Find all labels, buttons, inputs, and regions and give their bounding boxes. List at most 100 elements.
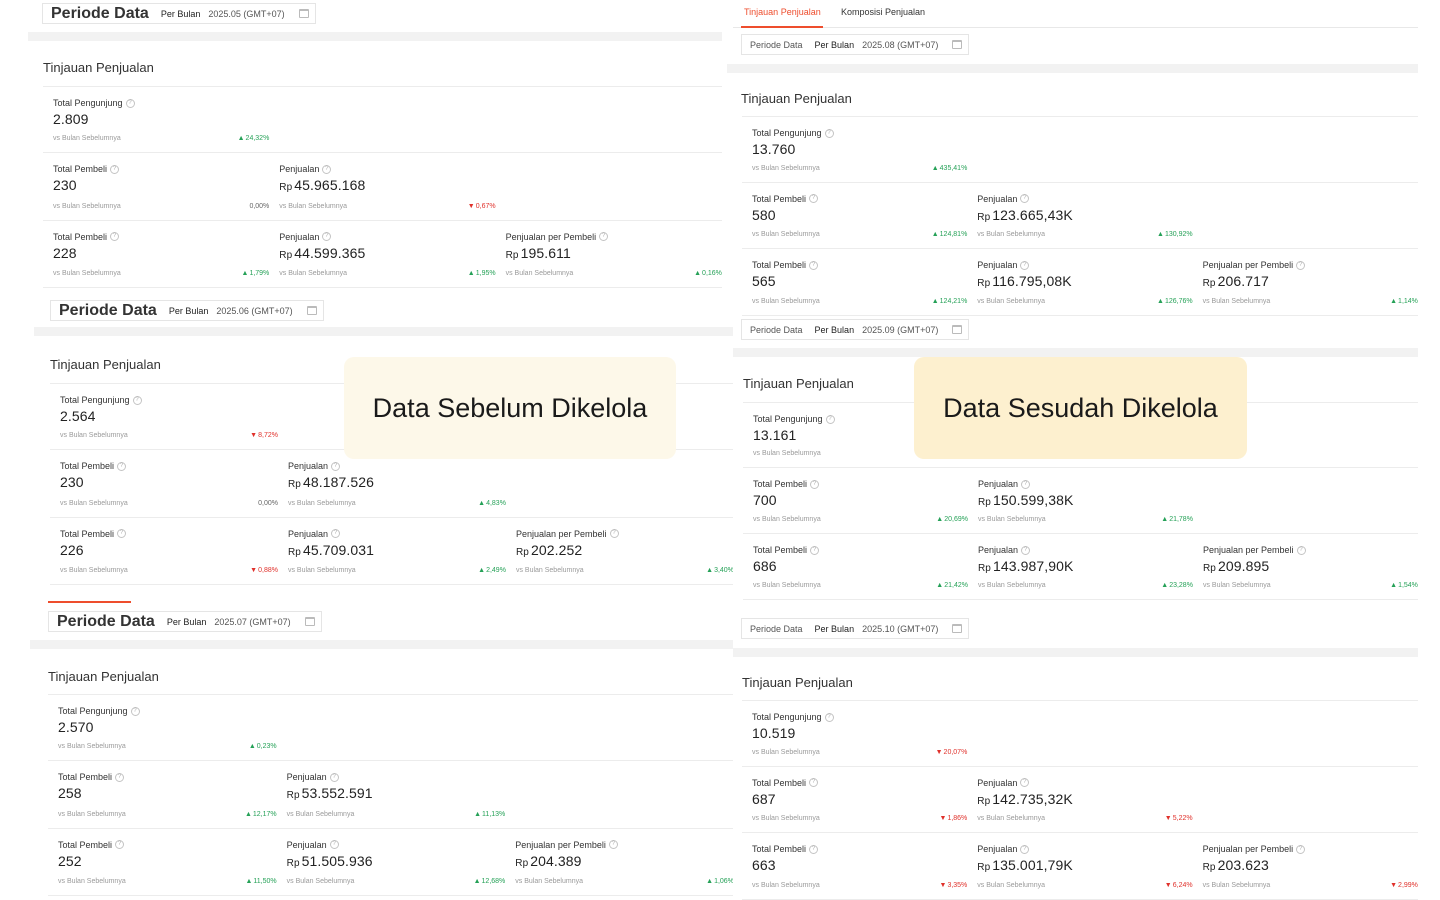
calendar-icon[interactable] (298, 9, 309, 18)
period-selector[interactable]: Periode Data Per Bulan 2025.07 (GMT+07) (48, 611, 322, 632)
metric-value-text: 195.611 (520, 244, 571, 261)
help-icon[interactable]: ? (810, 545, 820, 555)
help-icon[interactable]: ? (117, 529, 127, 539)
help-icon[interactable]: ? (809, 778, 819, 788)
metric-card: Total Pembeli? 700 vs Bulan Sebelumnya ▲20,… (743, 468, 968, 533)
help-icon[interactable]: ? (1020, 844, 1030, 854)
metric-row: Total Pembeli? 252 vs Bulan Sebelumnya ▲11,… (48, 829, 734, 896)
tab-tinjauan-penjualan[interactable]: Tinjauan Penjualan (744, 7, 821, 17)
help-icon[interactable]: ? (132, 395, 142, 405)
help-icon[interactable]: ? (1020, 778, 1030, 788)
metric-label-text: Penjualan (977, 479, 1019, 489)
metric-card: Penjualan per Pembeli? Rp 204.389 vs Bulan … (505, 829, 734, 895)
calendar-icon[interactable] (306, 306, 317, 315)
period-selector[interactable]: Periode Data Per Bulan 2025.09 (GMT+07) (741, 319, 970, 340)
change-indicator: ▲126,76% (1157, 298, 1193, 305)
tab-komposisi-penjualan[interactable]: Komposisi Penjualan (841, 7, 926, 17)
help-icon[interactable]: ? (329, 772, 339, 782)
metric-card: Total Pengunjung? 13.760 vs Bulan Sebelumn… (742, 117, 967, 182)
help-icon[interactable]: ? (1296, 545, 1306, 555)
metric-value: 226 (60, 542, 84, 558)
change-value: 1,06% (714, 877, 734, 885)
metric-cards: Total Pengunjung? 2.809 vs Bulan Sebelumny… (43, 86, 722, 288)
help-icon[interactable]: ? (322, 164, 332, 174)
label-before: Data Sebelum Dikelola (344, 357, 676, 459)
help-icon[interactable]: ? (825, 414, 835, 424)
help-icon[interactable]: ? (824, 712, 834, 722)
help-icon[interactable]: ? (117, 461, 127, 471)
help-icon[interactable]: ? (329, 840, 339, 850)
metric-card: Penjualan? Rp 53.552.591 vs Bulan Sebelumny… (277, 761, 506, 827)
help-icon[interactable]: ? (110, 232, 120, 242)
metric-value-text: 663 (752, 857, 776, 874)
period-selector[interactable]: Periode Data Per Bulan 2025.10 (GMT+07) (741, 618, 970, 639)
help-icon[interactable]: ? (1021, 545, 1031, 555)
change-indicator: ▲11,13% (474, 811, 505, 818)
arrow-down-icon: ▼ (1390, 881, 1398, 889)
help-icon[interactable]: ? (115, 840, 125, 850)
arrow-up-icon: ▲ (694, 269, 702, 277)
help-icon[interactable]: ? (609, 529, 619, 539)
period-selector[interactable]: Periode Data Per Bulan 2025.05 (GMT+07) (42, 3, 316, 24)
period-selector[interactable]: Periode Data Per Bulan 2025.08 (GMT+07) (741, 34, 970, 55)
metric-value: Rp 206.717 (1203, 273, 1269, 289)
divider (34, 327, 734, 336)
help-icon[interactable]: ? (331, 461, 341, 471)
calendar-icon[interactable] (952, 40, 963, 49)
calendar-icon[interactable] (304, 617, 315, 626)
metric-label-text: Penjualan (286, 839, 327, 850)
help-icon[interactable]: ? (322, 232, 332, 242)
metric-cards: Total Pengunjung? 10.519 vs Bulan Sebelumn… (742, 700, 1418, 900)
help-icon[interactable]: ? (1296, 260, 1306, 270)
change-indicator: ▲4,83% (478, 500, 506, 507)
change-indicator: 0,00% (258, 500, 278, 507)
metric-value-text: 135.001,79K (992, 857, 1073, 874)
change-value: 1,79% (249, 269, 270, 277)
help-icon[interactable]: ? (1021, 479, 1031, 489)
metric-value: Rp 142.735,32K (977, 791, 1073, 807)
arrow-up-icon: ▲ (706, 566, 714, 574)
help-icon[interactable]: ? (1296, 844, 1306, 854)
metric-card: Total Pembeli? 252 vs Bulan Sebelumnya ▲11,… (48, 829, 277, 895)
metric-card: Total Pengunjung? 10.519 vs Bulan Sebelumn… (742, 701, 967, 766)
metric-card: Total Pembeli? 230 vs Bulan Sebelumnya 0,00… (50, 450, 278, 516)
calendar-icon[interactable] (952, 325, 963, 334)
metric-cards: Total Pengunjung? 13.161 vs Bulan Sebelumn… (743, 402, 1418, 600)
change-indicator: ▲21,42% (936, 582, 968, 589)
metric-value-text: 687 (752, 790, 776, 807)
help-icon[interactable]: ? (1020, 260, 1030, 270)
metric-label: Total Pembeli? (58, 772, 125, 782)
arrow-up-icon: ▲ (931, 164, 939, 172)
comparison-label: vs Bulan Sebelumnya (752, 164, 820, 172)
help-icon[interactable]: ? (1020, 194, 1030, 204)
arrow-up-icon: ▲ (248, 743, 256, 751)
help-icon[interactable]: ? (608, 840, 618, 850)
currency-prefix: Rp (287, 546, 301, 558)
arrow-up-icon: ▲ (1157, 297, 1164, 305)
help-icon[interactable]: ? (331, 529, 341, 539)
help-icon[interactable]: ? (125, 98, 135, 108)
calendar-icon[interactable] (952, 624, 963, 633)
help-icon[interactable]: ? (809, 194, 819, 204)
help-icon[interactable]: ? (809, 260, 819, 270)
change-indicator: ▲3,40% (706, 567, 734, 574)
period-mode: Per Bulan (166, 616, 207, 627)
help-icon[interactable]: ? (115, 772, 125, 782)
change-value: 0,88% (258, 566, 278, 574)
metric-label: Total Pembeli? (752, 260, 819, 270)
help-icon[interactable]: ? (824, 128, 834, 138)
arrow-down-icon: ▼ (1164, 881, 1172, 889)
arrow-up-icon: ▲ (1157, 231, 1164, 239)
help-icon[interactable]: ? (130, 706, 140, 716)
period-selector[interactable]: Periode Data Per Bulan 2025.06 (GMT+07) (50, 300, 324, 321)
comparison-label: vs Bulan Sebelumnya (1202, 582, 1271, 589)
help-icon[interactable]: ? (599, 232, 609, 242)
change-indicator: ▼8,72% (250, 432, 278, 439)
metric-value-text: 13.760 (752, 141, 796, 157)
metric-label-text: Total Pengunjung (53, 98, 123, 108)
change-indicator: ▲1,79% (242, 270, 270, 277)
arrow-up-icon: ▲ (1390, 297, 1398, 305)
help-icon[interactable]: ? (809, 844, 819, 854)
help-icon[interactable]: ? (810, 479, 820, 489)
help-icon[interactable]: ? (110, 164, 120, 174)
